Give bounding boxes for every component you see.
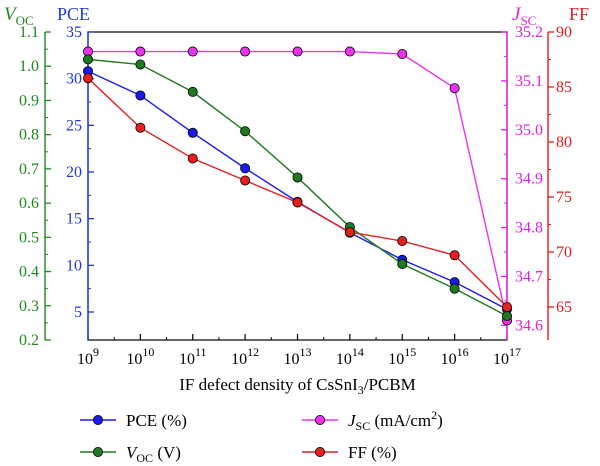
ff-axis-title: FF	[569, 4, 589, 24]
voc-tick-label: 0.4	[19, 264, 39, 281]
ff-point	[83, 73, 94, 84]
ff-point	[240, 175, 251, 186]
voc-point	[187, 86, 198, 97]
ff-legend-marker	[314, 446, 325, 457]
jsc-series-line	[88, 50, 508, 321]
x-tick-label: 1015	[388, 345, 416, 368]
voc-tick-label: 0.9	[19, 92, 39, 109]
voc-tick-label: 0.5	[19, 229, 39, 246]
pce-tick-label: 35	[66, 24, 82, 41]
jsc-point	[344, 46, 355, 57]
x-tick-label: 109	[77, 345, 99, 368]
ff-tick-label: 70	[556, 244, 572, 261]
x-tick-label: 1013	[284, 345, 312, 368]
jsc-point	[135, 46, 146, 57]
pce-legend-marker	[93, 414, 104, 425]
pce-series-line	[87, 70, 508, 310]
jsc-tick-label: 35.0	[515, 122, 543, 139]
jsc-tick-label: 35.1	[515, 73, 543, 90]
ff-series-line	[87, 77, 508, 308]
voc-tick-label: 0.8	[19, 127, 39, 144]
voc-tick-label: 1.0	[19, 58, 39, 75]
ff-point	[449, 250, 460, 261]
pce-tick-label: 25	[66, 117, 82, 134]
pce-tick-label: 20	[66, 164, 82, 181]
ff-point	[344, 227, 355, 238]
jsc-legend-marker	[314, 414, 325, 425]
voc-tick-label: 0.3	[19, 298, 39, 315]
x-tick-label: 1017	[493, 345, 521, 368]
voc-point	[501, 311, 512, 322]
ff-tick-label: 85	[556, 79, 572, 96]
jsc-tick-label: 34.9	[515, 171, 543, 188]
voc-point	[292, 172, 303, 183]
pce-tick-label: 15	[66, 211, 82, 228]
pce-tick-label: 10	[66, 257, 82, 274]
ff-legend-label: FF (%)	[348, 443, 397, 462]
voc-tick-label: 0.7	[19, 161, 39, 178]
jsc-tick-label: 35.2	[515, 24, 543, 41]
ff-tick-label: 80	[556, 134, 572, 151]
voc-tick-label: 0.2	[19, 332, 39, 349]
voc-legend-label: VOC (V)	[126, 443, 181, 465]
x-tick-label: 1016	[441, 345, 469, 368]
ff-point	[292, 197, 303, 208]
ff-point	[187, 153, 198, 164]
voc-point	[83, 54, 94, 65]
ff-point	[501, 301, 512, 312]
pce-point	[135, 90, 146, 101]
jsc-point	[240, 46, 251, 57]
x-axis-label: IF defect density of CsSnI3/PCBM	[179, 375, 415, 397]
ff-tick-label: 75	[556, 189, 572, 206]
voc-axis-title: VOC	[4, 4, 34, 28]
x-tick-label: 1012	[231, 345, 259, 368]
voc-point	[397, 259, 408, 270]
legend: PCE (%) JSC (mA/cm2) VOC (V) FF (%)	[80, 408, 443, 465]
ff-point	[397, 235, 408, 246]
jsc-point	[292, 46, 303, 57]
pce-legend-label: PCE (%)	[126, 411, 187, 430]
pce-point	[187, 127, 198, 138]
voc-point	[135, 59, 146, 70]
x-tick-label: 1010	[126, 345, 154, 368]
x-tick-label: 1011	[179, 345, 207, 368]
pce-axis-title: PCE	[57, 4, 90, 24]
jsc-tick-label: 34.8	[515, 220, 543, 237]
ff-tick-label: 65	[556, 299, 572, 316]
x-tick-label: 1014	[336, 345, 364, 368]
pce-tick-label: 5	[74, 304, 82, 321]
jsc-point	[187, 46, 198, 57]
voc-tick-label: 1.1	[19, 24, 39, 41]
jsc-point	[397, 49, 408, 60]
voc-point	[449, 283, 460, 294]
voc-legend-marker	[93, 446, 104, 457]
jsc-point	[449, 83, 460, 94]
ff-point	[135, 122, 146, 133]
jsc-axis-title: JSC	[512, 4, 536, 28]
voc-tick-label: 0.6	[19, 195, 39, 212]
plot-frame	[87, 31, 508, 341]
ff-tick-label: 90	[556, 24, 572, 41]
voc-point	[240, 126, 251, 137]
series-layer	[83, 46, 512, 326]
pce-point	[240, 163, 251, 174]
jsc-legend-label: JSC (mA/cm2)	[348, 408, 443, 433]
pce-tick-label: 30	[66, 71, 82, 88]
jsc-tick-label: 34.7	[515, 268, 543, 285]
jsc-tick-label: 34.6	[515, 317, 543, 334]
